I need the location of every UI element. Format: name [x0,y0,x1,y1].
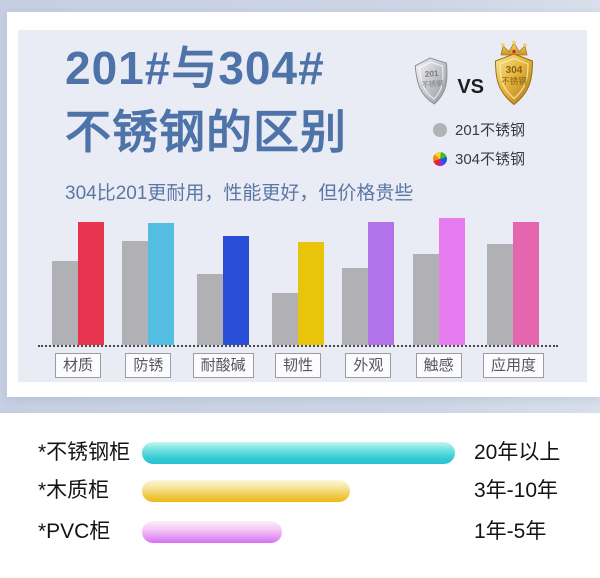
comparison-row: *PVC柜 1年-5年 [0,521,600,543]
bar-304 [78,221,104,345]
bar-chart: 材质 防锈 耐酸碱 韧性 外观 触感 应用度 [38,215,558,378]
bar-201 [487,243,514,345]
comparison-value: 1年-5年 [474,520,547,543]
chart-group: 韧性 [272,215,324,378]
subtitle: 304比201更耐用，性能更好，但价格贵些 [65,183,414,204]
svg-text:不锈钢: 不锈钢 [501,76,527,86]
legend-label-304: 304不锈钢 [455,151,526,168]
bar-304 [438,217,465,345]
chart-group: 触感 [412,215,465,378]
bar-304 [368,221,395,345]
page-title-line1: 201#与304# [65,42,325,94]
card: 201#与304# 不锈钢的区别 304比201更耐用，性能更好，但价格贵些 [7,12,600,397]
comparison-bar [142,442,455,464]
title-block: 201#与304# 不锈钢的区别 304比201更耐用，性能更好，但价格贵些 [65,36,413,205]
legend-swatch-gray-icon [433,122,447,137]
category-label: 材质 [54,353,101,378]
bar-304 [148,222,175,345]
bar-304 [223,235,250,345]
comparison-bar [142,521,282,543]
comparison-row: *不锈钢柜 20年以上 [0,442,600,464]
category-label: 外观 [345,353,392,378]
comparison-bar [142,480,350,502]
bar-201 [412,254,439,345]
comparison-value: 20年以上 [474,441,561,464]
svg-text:304: 304 [506,65,523,76]
chart-legend: 201不锈钢 304不锈钢 [433,119,525,169]
legend-item-304: 304不锈钢 [433,148,525,169]
chart-group: 外观 [342,215,395,378]
bar-201 [272,293,298,345]
page-title-line2: 不锈钢的区别 [65,106,347,158]
bar-304 [298,242,324,345]
legend-swatch-rainbow-icon [433,151,447,166]
bar-304 [513,221,540,345]
chart-group: 耐酸碱 [192,215,254,378]
vs-label: VS [457,76,484,98]
comparison-row: *木质柜 3年-10年 [0,480,600,502]
durability-section: *不锈钢柜 20年以上 *木质柜 3年-10年 *PVC柜 1年-5年 [0,413,600,578]
comparison-value: 3年-10年 [474,479,559,502]
silver-shield-icon: 201 不锈钢 [412,55,453,111]
bar-201 [52,260,78,345]
category-label: 应用度 [482,353,544,378]
svg-text:不锈钢: 不锈钢 [421,79,444,90]
panel: 201#与304# 不锈钢的区别 304比201更耐用，性能更好，但价格贵些 [18,30,587,382]
hero-section: 201#与304# 不锈钢的区别 304比201更耐用，性能更好，但价格贵些 [0,0,600,413]
legend-label-201: 201不锈钢 [455,122,526,139]
chart-group: 防锈 [122,215,175,378]
vs-badges: 201 不锈钢 VS [412,40,538,111]
legend-item-201: 201不锈钢 [433,119,525,140]
bar-201 [197,273,224,345]
bar-201 [122,241,149,345]
category-label: 韧性 [274,353,321,378]
category-label: 耐酸碱 [192,353,254,378]
category-label: 触感 [415,353,462,378]
bar-201 [342,268,369,345]
svg-text:201: 201 [425,68,440,79]
chart-baseline [38,345,558,347]
comparison-label: *木质柜 [38,479,110,502]
comparison-label: *PVC柜 [38,520,111,543]
comparison-label: *不锈钢柜 [38,441,131,464]
chart-group: 应用度 [482,215,544,378]
gold-shield-crown-icon: 304 不锈钢 [490,40,538,111]
chart-group: 材质 [52,215,104,378]
category-label: 防锈 [125,353,172,378]
